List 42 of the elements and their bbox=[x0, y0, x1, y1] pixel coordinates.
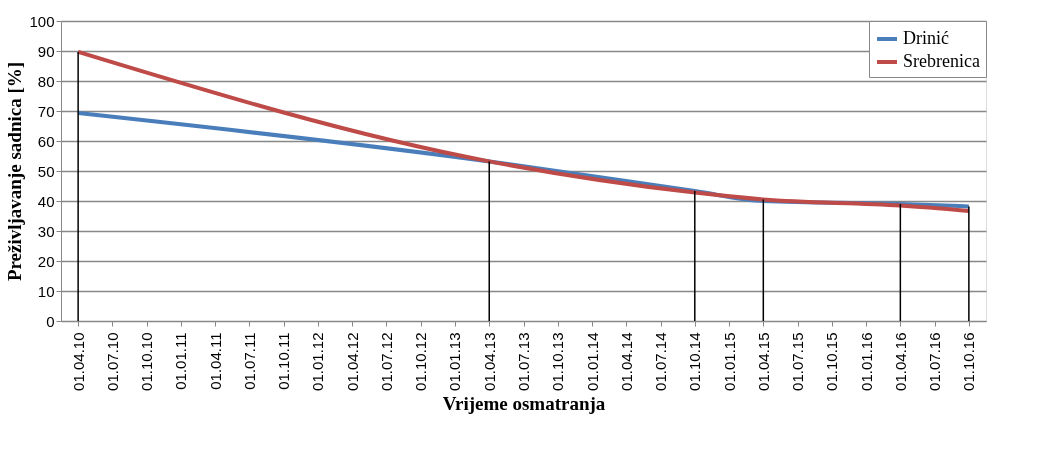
x-tick-label: 01.07.10 bbox=[103, 332, 121, 391]
x-tick-label: 01.10.12 bbox=[412, 332, 430, 391]
y-axis-title: Preživljavanje sadnica [%] bbox=[4, 61, 26, 282]
y-tick-label: 90 bbox=[37, 42, 55, 60]
x-tick-label: 01.10.16 bbox=[960, 332, 978, 391]
x-tick-label: 01.01.11 bbox=[172, 332, 190, 390]
y-tick-label: 30 bbox=[37, 222, 55, 240]
y-tick-label: 40 bbox=[37, 192, 55, 210]
x-tick-label: 01.07.14 bbox=[652, 332, 670, 391]
x-tick-label: 01.10.13 bbox=[549, 332, 567, 391]
x-tick-label: 01.04.16 bbox=[891, 332, 909, 391]
x-tick-label: 01.01.16 bbox=[857, 332, 875, 391]
x-tick-label: 01.10.11 bbox=[275, 332, 293, 390]
x-tick-label: 01.07.12 bbox=[377, 332, 395, 391]
x-tick-label: 01.10.10 bbox=[138, 332, 156, 391]
legend-label: Srebrenica bbox=[903, 51, 980, 71]
x-tick-label: 01.10.14 bbox=[686, 332, 704, 391]
x-tick-label: 01.04.10 bbox=[69, 332, 87, 391]
y-tick-label: 80 bbox=[37, 72, 55, 90]
x-tick-label: 01.01.13 bbox=[446, 332, 464, 391]
x-tick-label: 01.04.15 bbox=[754, 332, 772, 391]
legend-label: Drinić bbox=[903, 28, 949, 48]
y-tick-label: 100 bbox=[29, 12, 55, 30]
x-tick-label: 01.07.15 bbox=[789, 332, 807, 391]
x-tick-label: 01.07.13 bbox=[515, 332, 532, 391]
x-tick-label: 01.04.14 bbox=[617, 332, 635, 391]
x-axis-title: Vrijeme osmatranja bbox=[442, 392, 606, 414]
x-tick-label: 01.01.15 bbox=[720, 332, 738, 391]
y-tick-label: 10 bbox=[37, 282, 55, 300]
y-tick-label: 70 bbox=[37, 102, 55, 120]
x-tick-label: 01.04.13 bbox=[480, 332, 498, 391]
y-tick-label: 20 bbox=[37, 252, 55, 270]
x-tick-label: 01.01.14 bbox=[583, 332, 601, 391]
x-tick-label: 01.07.11 bbox=[240, 332, 258, 390]
x-tick-label: 01.10.15 bbox=[823, 332, 841, 391]
y-tick-label: 60 bbox=[37, 132, 55, 150]
x-tick-label: 01.07.16 bbox=[926, 332, 944, 391]
y-tick-label: 50 bbox=[37, 162, 55, 180]
x-tick-label: 01.01.12 bbox=[309, 332, 327, 391]
x-tick-label: 01.04.11 bbox=[206, 332, 224, 390]
x-tick-label: 01.04.12 bbox=[343, 332, 361, 391]
y-tick-label: 0 bbox=[46, 312, 55, 330]
